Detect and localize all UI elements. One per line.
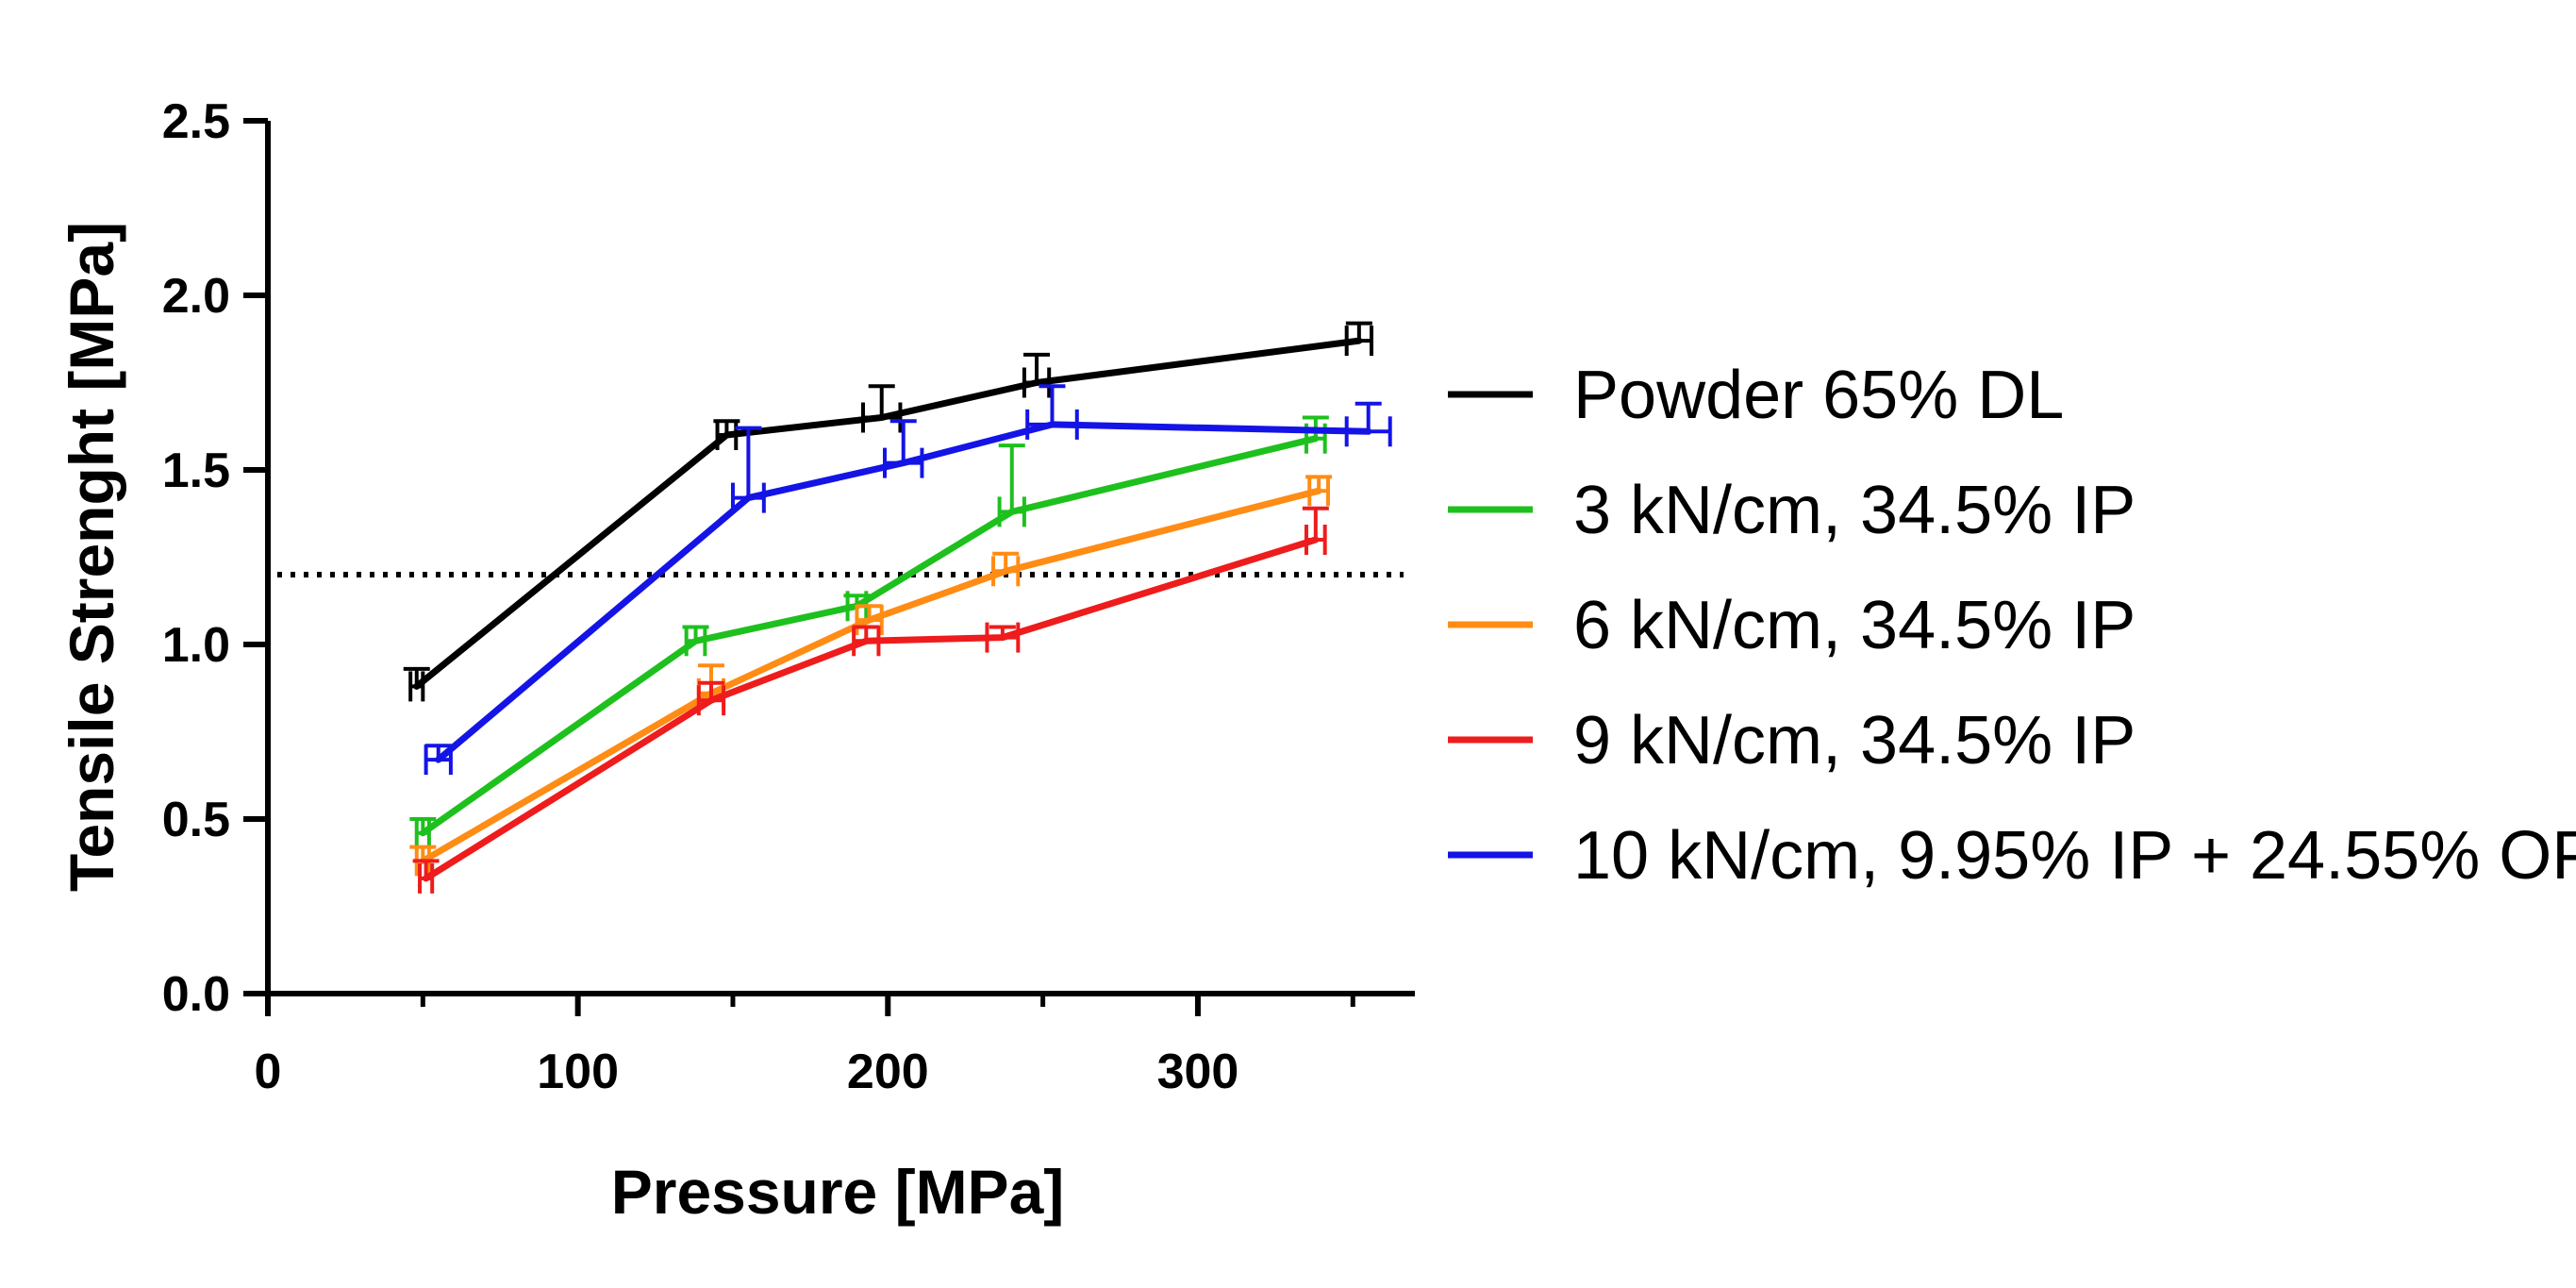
data-point — [1312, 435, 1319, 442]
error-bar — [883, 419, 924, 478]
legend: Powder 65% DL 3 kN/cm, 34.5% IP 6 kN/cm, 3… — [1448, 358, 2576, 894]
error-bar — [424, 744, 453, 776]
series-line — [419, 435, 1320, 837]
ticks-layer: 0 100 200 300 0.0 0.5 1.0 1.5 2.0 2.5 — [162, 94, 1355, 1099]
data-point — [723, 432, 730, 438]
series-1 — [403, 321, 1373, 702]
error-bar — [1344, 401, 1392, 447]
series-3 — [409, 475, 1333, 877]
data-point — [420, 829, 426, 836]
data-point — [1355, 338, 1362, 344]
legend-label: 6 kN/cm, 34.5% IP — [1573, 588, 2136, 663]
data-point — [1312, 537, 1319, 543]
error-bar — [409, 817, 437, 848]
error-bar — [991, 551, 1021, 587]
data-point — [745, 494, 752, 501]
x-tick-label: 0 — [255, 1045, 282, 1099]
y-tick-label: 2.0 — [162, 269, 230, 324]
data-point — [863, 638, 870, 644]
y-tick-label: 0.0 — [162, 967, 230, 1022]
legend-item: 3 kN/cm, 34.5% IP — [1448, 473, 2136, 548]
data-point — [1003, 568, 1009, 575]
error-bar — [730, 426, 766, 513]
x-tick-label: 200 — [847, 1045, 929, 1099]
data-point — [1365, 428, 1371, 435]
axes-layer — [265, 121, 1415, 996]
data-point — [1034, 379, 1040, 386]
data-point — [866, 617, 873, 624]
data-point — [707, 697, 714, 704]
data-point — [1316, 488, 1322, 494]
error-bar — [1302, 415, 1329, 454]
x-tick-label: 100 — [537, 1045, 619, 1099]
y-axis-title: Tensile Strenght [MPa] — [57, 222, 126, 892]
legend-item: 6 kN/cm, 34.5% IP — [1448, 588, 2136, 663]
legend-label: Powder 65% DL — [1573, 358, 2064, 433]
data-point — [999, 634, 1005, 641]
y-tick-label: 0.5 — [162, 793, 230, 847]
x-axis-title: Pressure [MPa] — [611, 1157, 1065, 1227]
data-point — [878, 414, 885, 421]
series-line — [419, 487, 1322, 864]
series-line — [435, 421, 1372, 763]
error-bar — [1302, 506, 1329, 555]
legend-item: 10 kN/cm, 9.95% IP + 24.55% OP — [1448, 818, 2576, 894]
series-line — [423, 536, 1320, 882]
series-2 — [409, 415, 1329, 848]
legend-item: Powder 65% DL — [1448, 358, 2064, 433]
series-5 — [424, 384, 1392, 776]
legend-item: 9 kN/cm, 34.5% IP — [1448, 703, 2136, 778]
legend-label: 9 kN/cm, 34.5% IP — [1573, 703, 2136, 778]
data-point — [423, 875, 429, 881]
data-point — [413, 683, 420, 690]
data-point — [692, 638, 699, 644]
y-tick-label: 1.5 — [162, 443, 230, 498]
series-layer — [403, 321, 1392, 894]
legend-label: 3 kN/cm, 34.5% IP — [1573, 473, 2136, 548]
y-tick-label: 1.0 — [162, 618, 230, 673]
data-point — [900, 460, 906, 466]
data-point — [435, 757, 441, 763]
data-point — [1008, 509, 1015, 515]
error-bar — [861, 384, 903, 433]
y-tick-label: 2.5 — [162, 94, 230, 149]
error-bar — [1022, 352, 1052, 398]
x-tick-label: 300 — [1157, 1045, 1239, 1099]
data-point — [1049, 421, 1055, 427]
series-4 — [412, 506, 1329, 894]
legend-label: 10 kN/cm, 9.95% IP + 24.55% OP — [1573, 818, 2576, 894]
